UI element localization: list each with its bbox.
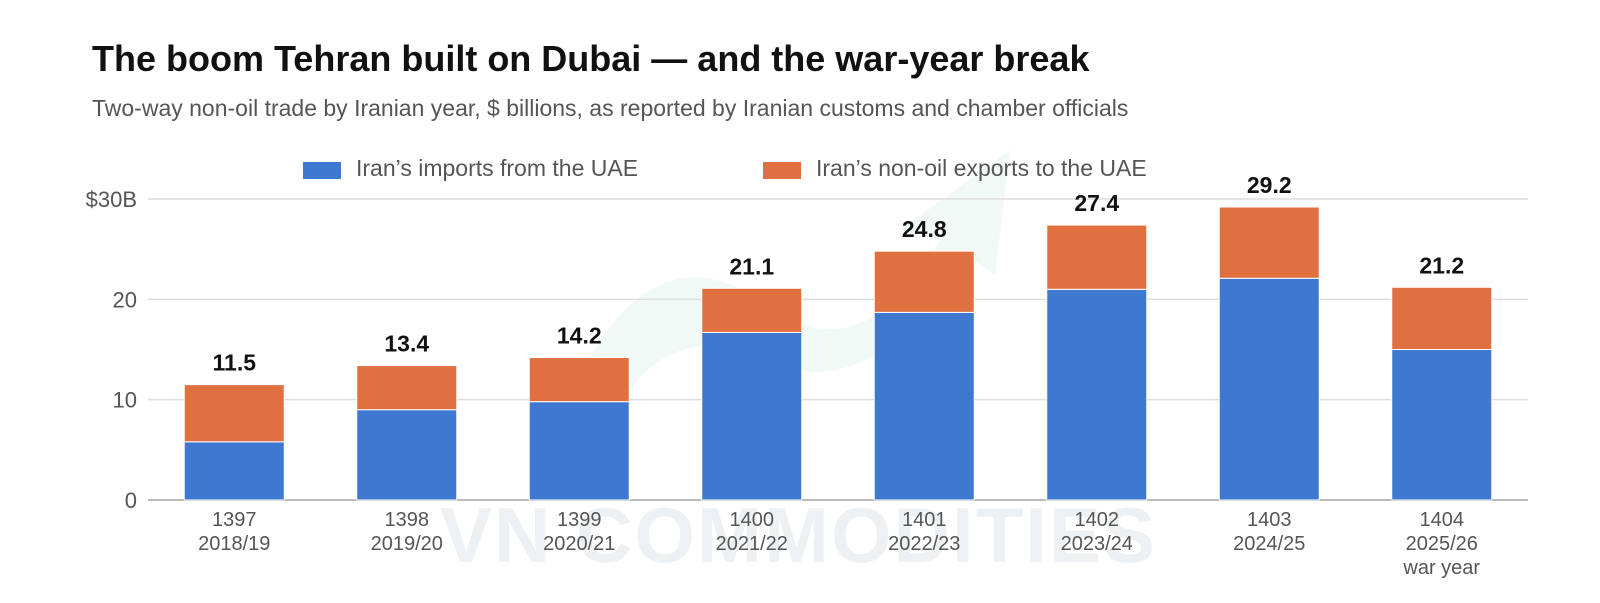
bar-exports — [356, 365, 458, 411]
x-tick-label: 2021/22 — [716, 533, 788, 555]
y-tick-label: 0 — [125, 488, 137, 513]
x-tick-label: 2018/19 — [198, 533, 270, 555]
bar-imports — [701, 331, 803, 501]
x-tick-label: 1397 — [212, 509, 257, 531]
x-tick-label: 1398 — [385, 509, 430, 531]
legend-label: Iran’s imports from the UAE — [356, 155, 638, 181]
x-tick-label: 2020/21 — [543, 533, 615, 555]
chart-subtitle: Two-way non-oil trade by Iranian year, $… — [92, 95, 1129, 121]
grid-lines — [148, 198, 1528, 501]
x-tick-label: 1400 — [730, 509, 775, 531]
x-axis-ticks: 13972018/1913982019/2013992020/211400202… — [198, 509, 1480, 579]
bar-imports — [873, 311, 975, 501]
x-tick-label: 2024/25 — [1233, 533, 1305, 555]
bar-exports — [528, 357, 630, 403]
legend-swatch — [763, 162, 801, 179]
x-tick-label: 2019/20 — [371, 533, 443, 555]
x-tick-label: 1404 — [1420, 509, 1465, 531]
watermark-logo-text: VN COMMODITIES — [440, 491, 1158, 579]
x-tick-label: 1403 — [1247, 509, 1292, 531]
legend-label: Iran’s non-oil exports to the UAE — [816, 155, 1147, 181]
y-tick-label: 10 — [113, 388, 137, 413]
legend-swatch — [303, 162, 341, 179]
bar-imports — [1046, 288, 1148, 501]
x-tick-label: 1401 — [902, 509, 947, 531]
bar-total-label: 11.5 — [213, 350, 257, 376]
bar-imports — [1391, 349, 1493, 501]
legend: Iran’s imports from the UAE Iran’s non-oi… — [303, 155, 1147, 181]
y-tick-label: $30B — [86, 187, 137, 212]
bar-exports — [873, 250, 975, 313]
bar-imports — [183, 441, 285, 501]
y-tick-label: 20 — [113, 287, 137, 312]
bar-exports — [1391, 286, 1493, 350]
bar-total-label: 29.2 — [1247, 172, 1292, 198]
x-tick-label: 2025/26 — [1406, 533, 1478, 555]
bar-imports — [528, 401, 630, 501]
bar-total-label: 21.2 — [1419, 252, 1464, 278]
bar-exports — [1218, 206, 1320, 279]
bar-total-label: 27.4 — [1074, 190, 1119, 216]
x-tick-label: 1402 — [1075, 509, 1120, 531]
chart-title: The boom Tehran built on Dubai — and the… — [92, 38, 1090, 79]
bar-total-label: 13.4 — [384, 331, 429, 357]
bar-exports — [1046, 224, 1148, 290]
bars: 11.5 13.4 14.2 21.1 24.8 27.4 29.2 21.2 — [183, 172, 1493, 501]
bar-total-label: 21.1 — [729, 253, 774, 279]
y-axis-ticks: 0 10 20 $30B — [86, 187, 137, 513]
x-tick-label: 2023/24 — [1061, 533, 1133, 555]
bar-imports — [356, 409, 458, 501]
x-tick-label: war year — [1402, 557, 1480, 579]
x-tick-label: 1399 — [557, 509, 602, 531]
x-tick-label: 2022/23 — [888, 533, 960, 555]
bar-exports — [701, 287, 803, 333]
bar-total-label: 14.2 — [557, 323, 602, 349]
bar-imports — [1218, 277, 1320, 501]
bar-total-label: 24.8 — [902, 216, 947, 242]
bar-exports — [183, 384, 285, 443]
